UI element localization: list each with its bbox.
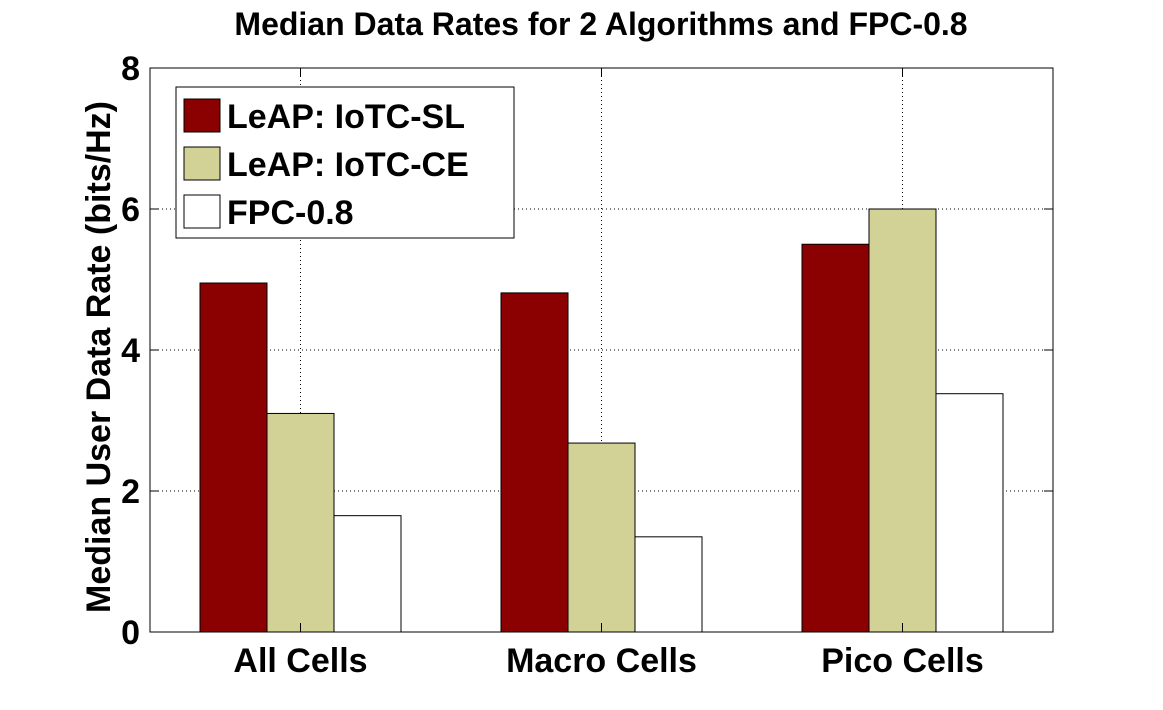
y-tick-label: 6 xyxy=(121,191,140,229)
axes xyxy=(149,67,1054,633)
y-tick-label: 0 xyxy=(121,614,140,652)
bar-leap-iotc-sl-macro-cells xyxy=(500,292,569,633)
bar-leap-iotc-sl-pico-cells xyxy=(801,243,870,633)
bars xyxy=(199,208,1004,633)
legend-swatch xyxy=(183,146,221,181)
bar-leap-iotc-ce-pico-cells xyxy=(868,208,937,633)
legend-label: LeAP: IoTC-CE xyxy=(227,146,469,184)
chart-title: Median Data Rates for 2 Algorithms and F… xyxy=(234,6,967,42)
x-tick-label: Pico Cells xyxy=(821,642,984,680)
bar-fpc-0-8-macro-cells xyxy=(634,536,703,633)
legend-box xyxy=(175,86,515,239)
y-tick-label: 8 xyxy=(121,50,140,88)
y-axis-label: Median User Data Rate (bits/Hz) xyxy=(80,101,118,613)
y-tick-label: 2 xyxy=(121,473,140,511)
x-tick-label: All Cells xyxy=(233,642,367,680)
bar-leap-iotc-sl-all-cells xyxy=(199,282,268,633)
legend-label: LeAP: IoTC-SL xyxy=(227,98,465,136)
bar-fpc-0-8-pico-cells xyxy=(935,393,1004,633)
legend-swatch xyxy=(183,194,221,229)
bar-fpc-0-8-all-cells xyxy=(333,515,402,633)
tick-labels: 0 2 4 6 8 All Cells Macro Cells Pico Cells xyxy=(121,50,984,680)
legend-label: FPC-0.8 xyxy=(227,194,354,232)
x-tick-label: Macro Cells xyxy=(506,642,697,680)
bar-leap-iotc-ce-macro-cells xyxy=(567,442,636,633)
legend-swatch xyxy=(183,98,221,133)
bar-leap-iotc-ce-all-cells xyxy=(266,412,335,633)
y-tick-label: 4 xyxy=(121,332,140,370)
legend: LeAP: IoTC-SL LeAP: IoTC-CE FPC-0.8 xyxy=(175,86,515,239)
